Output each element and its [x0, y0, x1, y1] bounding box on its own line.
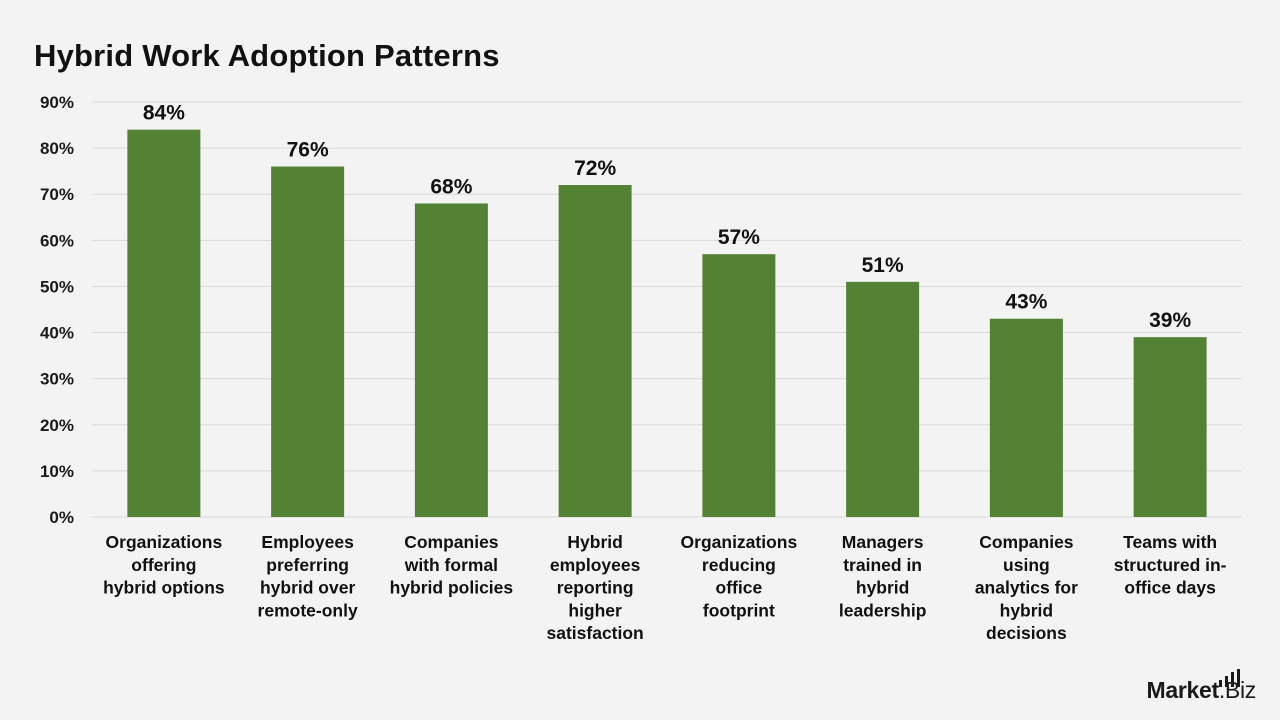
x-category-label: Organizations offering hybrid options — [103, 532, 225, 598]
x-category-label: Employees preferring hybrid over remote-onl… — [258, 532, 358, 620]
bar-value-label: 57% — [718, 226, 760, 249]
bar-value-label: 68% — [430, 175, 472, 198]
bar — [414, 203, 488, 517]
x-category-label: Hybrid employees reporting higher satisfacti… — [547, 532, 644, 643]
chart-title: Hybrid Work Adoption Patterns — [34, 38, 500, 73]
bar-value-label: 76% — [287, 139, 329, 162]
bar-value-label: 72% — [574, 157, 616, 180]
x-category-label: Companies with formal hybrid policies — [390, 532, 514, 598]
x-category-label: Teams with structured in-office days — [1114, 532, 1227, 598]
y-tick-label: 40% — [40, 324, 74, 343]
bar — [271, 166, 345, 518]
bar — [127, 129, 201, 517]
y-tick-label: 50% — [40, 277, 74, 296]
bar — [846, 281, 920, 517]
brand-logo: Market .Biz — [1146, 669, 1256, 704]
bar — [1133, 337, 1207, 517]
bar — [702, 254, 776, 517]
y-tick-label: 60% — [40, 231, 74, 250]
x-category-label: Organizations reducing office footprint — [681, 532, 798, 620]
bar-value-label: 84% — [143, 102, 185, 125]
y-tick-label: 70% — [40, 185, 74, 204]
brand-bars-icon — [1218, 669, 1247, 687]
y-tick-label: 30% — [40, 370, 74, 389]
bar — [989, 318, 1063, 517]
bar-value-label: 43% — [1005, 291, 1047, 314]
y-tick-label: 20% — [40, 416, 74, 435]
y-tick-label: 0% — [49, 508, 74, 527]
bar-value-label: 39% — [1149, 309, 1191, 332]
y-tick-label: 10% — [40, 462, 74, 481]
bar — [558, 185, 632, 517]
brand-name-part1: Market — [1146, 677, 1220, 703]
bar-value-label: 51% — [862, 254, 904, 277]
y-tick-label: 80% — [40, 139, 74, 158]
y-tick-label: 90% — [40, 93, 74, 112]
x-category-label: Companies using analytics for hybrid decisio… — [975, 532, 1078, 643]
x-category-label: Managers trained in hybrid leadership — [839, 532, 927, 620]
